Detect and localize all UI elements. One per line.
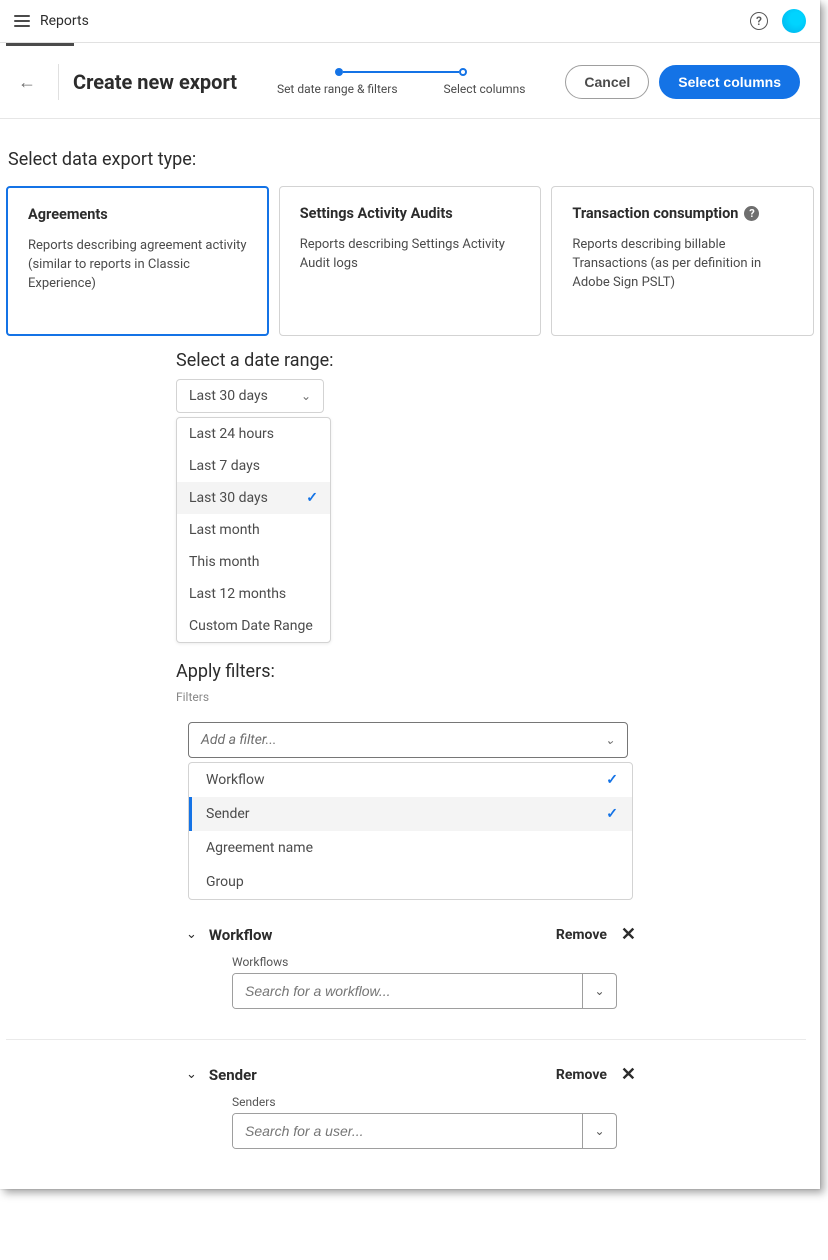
workflow-search-dropdown-button[interactable]: ⌄ — [582, 974, 616, 1008]
workflow-sublabel: Workflows — [232, 955, 636, 969]
date-option[interactable]: Custom Date Range — [177, 610, 330, 642]
check-icon: ✓ — [306, 490, 318, 506]
remove-sender-button[interactable]: Remove — [556, 1067, 607, 1083]
sender-search-dropdown-button[interactable]: ⌄ — [582, 1114, 616, 1148]
progress-stepper: Set date range & filters Select columns — [251, 68, 551, 96]
applied-workflow-title: Workflow — [209, 926, 273, 944]
help-icon[interactable]: ? — [750, 12, 768, 30]
filter-options-menu: Workflow ✓ Sender ✓ Agreement name Group — [188, 762, 633, 900]
page-title: Create new export — [73, 70, 237, 94]
date-option[interactable]: Last month — [177, 514, 330, 546]
applied-filter-workflow: ⌄ Workflow Remove ✕ Workflows ⌄ — [186, 924, 636, 1009]
menu-icon[interactable] — [14, 15, 30, 27]
card-transactions-title: Transaction consumption — [572, 205, 738, 222]
chevron-down-icon: ⌄ — [301, 389, 311, 403]
info-icon[interactable]: ? — [744, 206, 759, 221]
chevron-down-icon[interactable]: ⌄ — [186, 927, 197, 942]
check-icon: ✓ — [606, 772, 618, 788]
card-agreements-desc: Reports describing agreement activity (s… — [28, 237, 247, 294]
card-transactions[interactable]: Transaction consumption ? Reports descri… — [551, 186, 814, 336]
card-agreements-title: Agreements — [28, 206, 247, 223]
sender-sublabel: Senders — [232, 1095, 636, 1109]
date-range-dropdown: Last 24 hours Last 7 days Last 30 days ✓… — [176, 417, 331, 643]
add-filter-placeholder: Add a filter... — [201, 732, 276, 748]
date-option[interactable]: Last 24 hours — [177, 418, 330, 450]
add-filter-select[interactable]: Add a filter... ⌄ — [188, 722, 628, 758]
date-range-select[interactable]: Last 30 days ⌄ — [176, 379, 324, 413]
filters-label: Filters — [176, 690, 636, 704]
card-audits[interactable]: Settings Activity Audits Reports describ… — [279, 186, 542, 336]
export-type-heading: Select data export type: — [8, 149, 814, 170]
select-columns-button[interactable]: Select columns — [659, 65, 800, 99]
card-transactions-desc: Reports describing billable Transactions… — [572, 236, 793, 293]
chevron-down-icon[interactable]: ⌄ — [186, 1067, 197, 1082]
step-dot-1 — [335, 68, 343, 76]
applied-filter-sender: ⌄ Sender Remove ✕ Senders ⌄ — [186, 1064, 636, 1149]
remove-workflow-button[interactable]: Remove — [556, 927, 607, 943]
chevron-down-icon: ⌄ — [605, 733, 615, 747]
section-divider — [6, 1039, 806, 1040]
card-audits-title: Settings Activity Audits — [300, 205, 521, 222]
date-option-selected[interactable]: Last 30 days ✓ — [177, 482, 330, 514]
cancel-button[interactable]: Cancel — [565, 65, 649, 99]
filter-option-sender[interactable]: Sender ✓ — [189, 797, 632, 831]
sender-search-input[interactable] — [233, 1114, 582, 1148]
divider — [58, 64, 59, 100]
close-icon[interactable]: ✕ — [621, 924, 636, 945]
date-option[interactable]: Last 12 months — [177, 578, 330, 610]
date-option[interactable]: This month — [177, 546, 330, 578]
step-label-2: Select columns — [444, 82, 526, 96]
step-label-1: Set date range & filters — [277, 82, 398, 96]
card-agreements[interactable]: Agreements Reports describing agreement … — [6, 186, 269, 336]
step-line — [343, 71, 459, 73]
apply-filters-heading: Apply filters: — [176, 661, 636, 682]
filter-option-workflow[interactable]: Workflow ✓ — [189, 763, 632, 797]
back-arrow-icon[interactable]: ← — [18, 72, 44, 93]
avatar[interactable] — [782, 9, 806, 33]
filter-option-agreement-name[interactable]: Agreement name — [189, 831, 632, 865]
step-dot-2 — [459, 68, 467, 76]
topbar-title: Reports — [40, 13, 89, 29]
date-range-selected: Last 30 days — [189, 388, 268, 404]
close-icon[interactable]: ✕ — [621, 1064, 636, 1085]
date-range-heading: Select a date range: — [176, 350, 636, 371]
date-option[interactable]: Last 7 days — [177, 450, 330, 482]
check-icon: ✓ — [606, 806, 618, 822]
workflow-search-input[interactable] — [233, 974, 582, 1008]
applied-sender-title: Sender — [209, 1066, 257, 1084]
filter-option-group[interactable]: Group — [189, 865, 632, 899]
card-audits-desc: Reports describing Settings Activity Aud… — [300, 236, 521, 274]
